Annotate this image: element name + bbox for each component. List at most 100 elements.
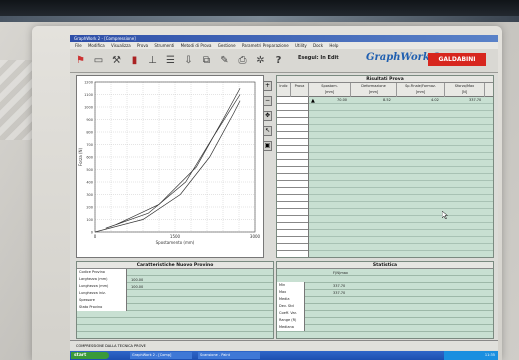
menu-dock[interactable]: Dock <box>313 43 324 48</box>
run-icon[interactable]: ⚑ <box>76 55 85 66</box>
background-ceiling <box>0 0 519 22</box>
menu-tools[interactable]: Strumenti <box>154 43 175 48</box>
y-tick-label: 900 <box>86 118 93 122</box>
wrench-icon[interactable]: ⚒ <box>112 55 121 66</box>
col-header: Indic <box>277 83 291 97</box>
zoom-out-icon[interactable]: − <box>263 96 272 106</box>
table-icon[interactable]: ☰ <box>166 55 175 66</box>
col-header: Sp.Finale/Formaz. [mm] <box>397 83 445 97</box>
stop-icon[interactable]: ▮ <box>131 55 138 66</box>
status-text: COMPRESSIONE DALLA TECNICA PROVE <box>76 344 146 348</box>
cursor-icon[interactable]: ↖ <box>263 126 272 136</box>
toolbar: ⚑ ▭ ⚒ ▮ ⊥ ☰ ⇩ ⧉ ✎ ⎙ ✲ ? Esegui: In Edit … <box>70 49 498 73</box>
menu-edit[interactable]: Modifica <box>87 43 105 48</box>
field-label: Lunghezza iniz. <box>79 291 106 295</box>
value-cell: 337.70 <box>469 98 482 102</box>
stat-label: Range (R) <box>279 318 297 322</box>
measure-icon[interactable]: ✎ <box>220 55 229 66</box>
chart-grid <box>94 81 256 233</box>
stat-label: Coeff. Var. <box>279 311 297 315</box>
menu-methods[interactable]: Metodi di Prova <box>180 43 212 48</box>
help-icon[interactable]: ? <box>275 55 282 66</box>
current-row-marker-icon: ▲ <box>311 98 315 104</box>
y-tick-label: 100 <box>86 218 93 222</box>
width-field[interactable]: 100.00 <box>131 278 144 282</box>
pan-icon[interactable]: ✥ <box>263 111 272 121</box>
load-curve <box>94 100 241 233</box>
menu-help[interactable]: Help <box>329 43 339 48</box>
y-tick-label: 400 <box>86 180 93 184</box>
chart-canvas: 0 1500 3000 0 100 200 300 400 500 600 700 800 900 100… <box>78 80 261 245</box>
col-header: Spostam. [mm] <box>309 83 351 97</box>
results-row-index <box>277 97 309 257</box>
probe-icon[interactable]: ⇩ <box>184 55 193 66</box>
load-curve <box>116 88 241 225</box>
window-title: GraphWork 2 - [Compressione] <box>74 36 136 41</box>
results-grid <box>277 97 493 257</box>
taskbar-item-paint[interactable]: Scansione - Paint <box>198 352 260 359</box>
system-clock[interactable]: 11:35 <box>444 351 498 360</box>
col-header: Sforzo/Max [N] <box>445 83 485 97</box>
x-tick-label: 0 <box>94 234 97 239</box>
y-tick-label: 0 <box>91 230 93 234</box>
stat-label: Min <box>279 283 286 287</box>
field-label: Stato Provino <box>79 305 103 309</box>
stat-column-header: F(N)max <box>333 271 348 275</box>
length-field[interactable]: 100.00 <box>131 285 144 289</box>
mouse-cursor-icon <box>442 211 448 219</box>
chart-ticks: 0 1500 3000 0 100 200 300 400 500 600 700 800 900 100… <box>84 80 260 239</box>
statistics-grid <box>277 269 493 338</box>
chart-side-toolbar: + − ✥ ↖ ▣ <box>263 81 273 156</box>
print-icon[interactable]: ⎙ <box>238 55 247 66</box>
stats-labels: Min Max Media Dev. Std Coeff. Var. Range… <box>277 282 305 331</box>
value-cell: 70.00 <box>337 98 348 102</box>
stat-label: Dev. Std <box>279 304 294 308</box>
y-tick-label: 1200 <box>84 80 93 84</box>
stat-label: Mediana <box>279 325 294 329</box>
y-tick-label: 800 <box>86 130 93 134</box>
stat-min-value: 337.70 <box>333 284 346 288</box>
force-displacement-chart: 0 1500 3000 0 100 200 300 400 500 600 700 800 900 100… <box>76 75 264 258</box>
menu-management[interactable]: Gestione <box>217 43 236 48</box>
plot-frame <box>94 81 256 233</box>
field-label: Lunghezza (mm) <box>79 284 109 288</box>
y-tick-label: 500 <box>86 168 93 172</box>
zoom-in-icon[interactable]: + <box>263 81 272 91</box>
start-button[interactable]: start <box>71 352 109 359</box>
menu-bar: File Modifica Visualizza Prova Strumenti… <box>70 42 498 49</box>
y-axis-label: Forza (N) <box>78 147 83 166</box>
calibrate-icon[interactable]: ⧉ <box>202 55 211 66</box>
stat-label: Media <box>279 297 290 301</box>
menu-test[interactable]: Prova <box>136 43 149 48</box>
monitor-screen: GraphWork 2 - [Compressione] File Modifi… <box>70 35 498 360</box>
field-label: Codice Provino <box>79 270 105 274</box>
col-header: Prova <box>291 83 309 97</box>
menu-utility[interactable]: Utility <box>294 43 307 48</box>
statistics-title: Statistica <box>277 262 493 269</box>
taskbar-item-graphwork[interactable]: GraphWork 2 - [Comp] <box>130 352 192 359</box>
settings-icon[interactable]: ✲ <box>256 55 265 66</box>
chart-curves <box>94 88 241 233</box>
x-tick-label: 3000 <box>250 234 261 239</box>
chart-icon[interactable]: ⊥ <box>148 55 157 66</box>
y-tick-label: 200 <box>86 205 93 209</box>
window-titlebar[interactable]: GraphWork 2 - [Compressione] <box>70 35 498 42</box>
y-tick-label: 300 <box>86 193 93 197</box>
menu-parameters[interactable]: Parametri Preparazione <box>241 43 289 48</box>
specimen-title: Caratteristiche Nuovo Provino <box>77 262 273 269</box>
y-tick-label: 700 <box>86 143 93 147</box>
y-tick-label: 600 <box>86 155 93 159</box>
field-label: Larghezza (mm) <box>79 277 108 281</box>
export-icon[interactable]: ▣ <box>263 141 272 151</box>
col-header: Deformazione [mm] <box>351 83 397 97</box>
step-label: Esegui: In Edit <box>298 55 339 61</box>
menu-view[interactable]: Visualizza <box>110 43 131 48</box>
value-cell: 4.02 <box>431 98 439 102</box>
x-tick-label: 1500 <box>170 234 181 239</box>
y-tick-label: 1100 <box>84 93 93 97</box>
stat-label: Max <box>279 290 287 294</box>
menu-file[interactable]: File <box>75 43 82 48</box>
value-cell: 8.52 <box>383 98 391 102</box>
results-header: Indic Prova Spostam. [mm] Deformazione [mm… <box>277 83 493 97</box>
open-icon[interactable]: ▭ <box>93 55 104 66</box>
